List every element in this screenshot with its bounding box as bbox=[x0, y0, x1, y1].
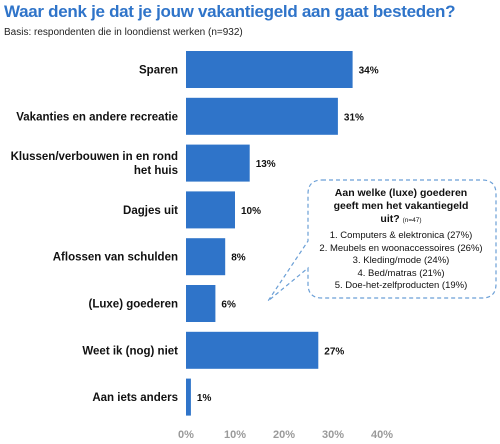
category-label-3: Dagjes uit bbox=[123, 205, 178, 217]
bar-4 bbox=[186, 238, 226, 276]
category-label-4: Aflossen van schulden bbox=[53, 252, 178, 264]
value-label-2: 13% bbox=[256, 159, 276, 170]
category-label-7: Aan iets anders bbox=[92, 392, 178, 404]
category-label-0: Sparen bbox=[139, 65, 178, 77]
callout-item-1: 1. Computers & elektronica (27%) bbox=[329, 230, 473, 241]
callout-item-4: 4. Bed/matras (21%) bbox=[357, 267, 445, 279]
bar-5 bbox=[186, 285, 216, 322]
x-tick-0: 0% bbox=[178, 429, 194, 441]
x-tick-1: 10% bbox=[224, 429, 246, 441]
x-tick-2: 20% bbox=[273, 429, 295, 441]
callout-content: Aan welke (luxe) goederen geeft men het … bbox=[310, 187, 492, 291]
callout-title: Aan welke (luxe) goederen geeft men het … bbox=[326, 187, 476, 227]
chart-subtitle: Basis: respondenten die in loondienst we… bbox=[4, 27, 243, 38]
bar-3 bbox=[186, 191, 235, 229]
value-label-6: 27% bbox=[324, 346, 344, 357]
callout-list: 1. Computers & elektronica (27%) 2. Meub… bbox=[310, 230, 492, 293]
callout-sample-size: (n=47) bbox=[402, 217, 422, 224]
x-tick-4: 40% bbox=[371, 429, 393, 441]
bar-6 bbox=[186, 331, 319, 369]
category-label-2: Klussen/verbouwen in en rond het huis bbox=[11, 151, 178, 177]
category-label-1: Vakanties en andere recreatie bbox=[16, 111, 178, 123]
value-label-7: 1% bbox=[197, 393, 212, 404]
value-label-5: 6% bbox=[221, 300, 236, 311]
value-label-3: 10% bbox=[241, 206, 261, 217]
bar-7 bbox=[186, 378, 191, 416]
bar-0 bbox=[186, 51, 353, 88]
callout-item-2: 2. Meubels en woonaccessoires (26%) bbox=[319, 242, 483, 254]
x-tick-3: 30% bbox=[322, 429, 344, 441]
category-label-6: Weet ik (nog) niet bbox=[82, 345, 178, 357]
bar-2 bbox=[186, 144, 250, 182]
category-label-5: (Luxe) goederen bbox=[89, 299, 178, 311]
value-label-1: 31% bbox=[344, 112, 364, 123]
value-label-4: 8% bbox=[231, 253, 246, 264]
value-label-0: 34% bbox=[359, 66, 379, 77]
chart-title: Waar denk je dat je jouw vakantiegeld aa… bbox=[4, 2, 456, 21]
callout-question: Aan welke (luxe) goederen geeft men het … bbox=[333, 187, 469, 225]
bar-1 bbox=[186, 97, 338, 135]
callout-item-5: 5. Doe-het-zelfproducten (19%) bbox=[334, 280, 468, 292]
callout-item-3: 3. Kleding/mode (24%) bbox=[352, 255, 450, 267]
